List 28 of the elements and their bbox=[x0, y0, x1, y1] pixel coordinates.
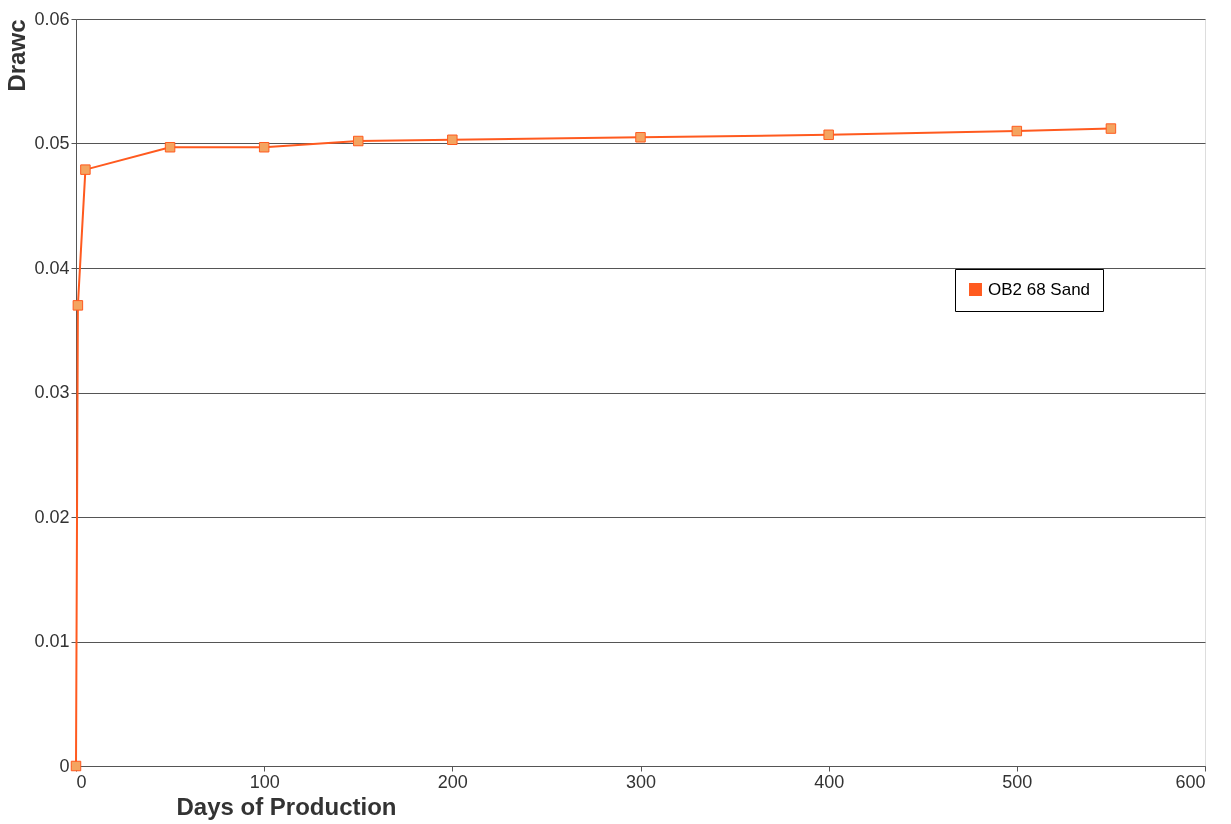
point bbox=[823, 129, 834, 141]
point bbox=[447, 134, 458, 146]
x-tick-label: 300 bbox=[625, 771, 657, 792]
x-tick-label: 500 bbox=[1002, 771, 1033, 792]
y-tick-label: 0 bbox=[59, 755, 70, 776]
y-axis-title: Drawc bbox=[3, 19, 31, 92]
x-axis-title: Days of Production bbox=[176, 792, 397, 820]
point bbox=[258, 141, 270, 153]
point bbox=[80, 164, 91, 175]
x-tick-label: 200 bbox=[437, 771, 468, 792]
y-tick-label: 0.05 bbox=[34, 133, 70, 153]
y-tick-label: 0.06 bbox=[34, 8, 70, 29]
point bbox=[353, 135, 364, 147]
legend-label: OB2 68 Sand bbox=[988, 279, 1091, 299]
y-tick-label: 0.01 bbox=[34, 631, 70, 651]
x-tick-label: 100 bbox=[249, 771, 280, 792]
x-tick-label: 600 bbox=[1175, 771, 1206, 792]
point bbox=[70, 760, 82, 772]
y-tick-label: 0.03 bbox=[34, 382, 70, 402]
x-tick-label: 400 bbox=[814, 771, 845, 792]
point bbox=[1011, 125, 1023, 137]
point bbox=[72, 300, 84, 311]
y-tick-label: 0.04 bbox=[34, 257, 70, 278]
x-tick-label: 0 bbox=[76, 771, 87, 792]
y-tick-label: 0.02 bbox=[34, 506, 70, 527]
point bbox=[635, 132, 646, 143]
point bbox=[1105, 123, 1117, 134]
point bbox=[164, 141, 176, 153]
